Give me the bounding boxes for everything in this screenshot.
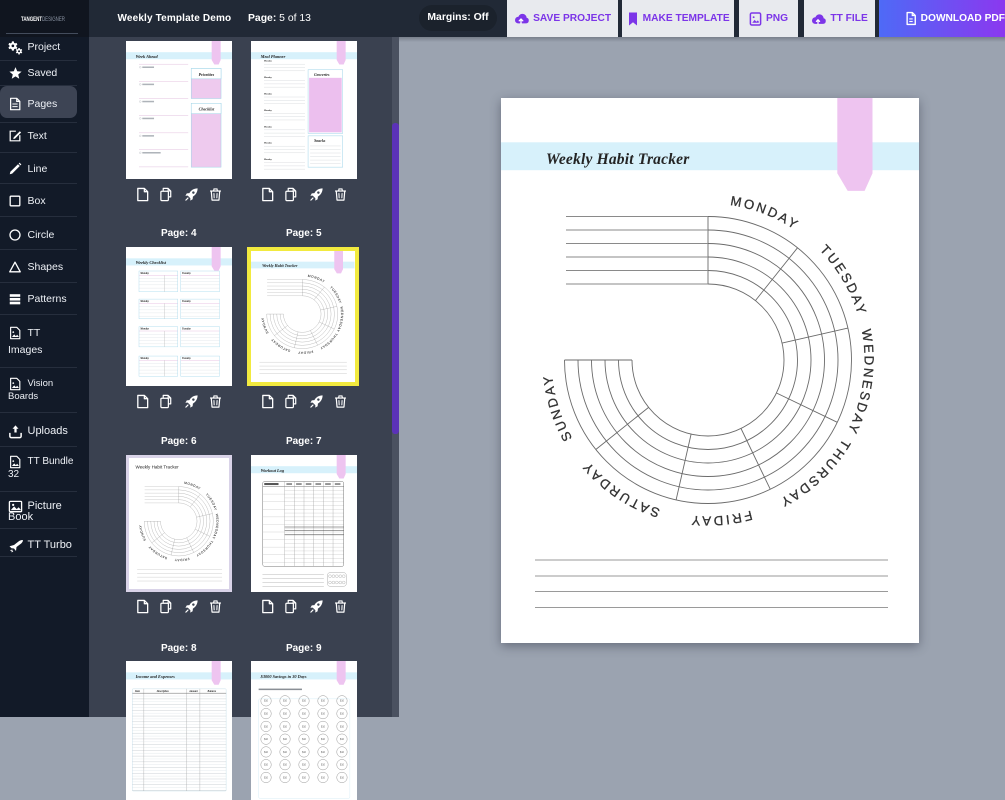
svg-text:$10: $10 — [340, 739, 345, 741]
svg-text:Tuesday: Tuesday — [182, 272, 192, 275]
svg-text:$10: $10 — [283, 777, 288, 779]
svg-text:$10: $10 — [340, 752, 345, 754]
svg-text:$10: $10 — [302, 726, 307, 728]
svg-text:$10: $10 — [264, 714, 269, 716]
svg-text:TANGENTDESIGNER: TANGENTDESIGNER — [21, 16, 65, 23]
svg-text:$3000 Savings in 30 Days: $3000 Savings in 30 Days — [259, 674, 306, 679]
svg-text:$10: $10 — [340, 777, 345, 779]
svg-text:$10: $10 — [321, 777, 326, 779]
svg-text:Tuesday: Tuesday — [182, 328, 192, 331]
svg-text:Monday: Monday — [262, 61, 272, 63]
svg-text:$10: $10 — [321, 765, 326, 767]
svg-text:$10: $10 — [283, 739, 288, 741]
svg-text:Monday: Monday — [262, 143, 272, 145]
svg-text:Amount: Amount — [188, 690, 198, 693]
svg-text:Workout Log: Workout Log — [260, 468, 284, 473]
svg-text:Monday: Monday — [139, 300, 149, 303]
svg-text:$10: $10 — [283, 752, 288, 754]
svg-text:Snacks: Snacks — [314, 139, 326, 143]
svg-text:$10: $10 — [302, 765, 307, 767]
svg-text:$10: $10 — [321, 701, 326, 703]
svg-text:$10: $10 — [302, 752, 307, 754]
svg-text:Monday: Monday — [262, 159, 272, 161]
svg-text:Monday: Monday — [262, 77, 272, 79]
svg-text:Weekly Habit Tracker: Weekly Habit Tracker — [135, 464, 179, 469]
svg-text:Weekly Habit Tracker: Weekly Habit Tracker — [546, 151, 690, 168]
svg-text:$10: $10 — [264, 765, 269, 767]
svg-text:Groceries: Groceries — [314, 73, 330, 77]
svg-text:Weekly Habit Tracker: Weekly Habit Tracker — [263, 264, 299, 268]
svg-text:$10: $10 — [340, 726, 345, 728]
svg-text:Monday: Monday — [262, 93, 272, 95]
svg-text:$10: $10 — [340, 701, 345, 703]
svg-text:Description: Description — [155, 690, 169, 693]
svg-text:Monday: Monday — [262, 110, 272, 112]
svg-text:$10: $10 — [283, 765, 288, 767]
svg-text:$10: $10 — [283, 726, 288, 728]
svg-text:Week Ahead: Week Ahead — [135, 54, 158, 59]
svg-text:Checklist: Checklist — [198, 107, 214, 112]
svg-text:Monday: Monday — [139, 328, 149, 331]
svg-text:Income and Expenses: Income and Expenses — [134, 674, 174, 679]
svg-text:$10: $10 — [302, 777, 307, 779]
svg-text:$10: $10 — [283, 714, 288, 716]
svg-text:$10: $10 — [340, 714, 345, 716]
svg-text:$10: $10 — [264, 739, 269, 741]
svg-text:Tuesday: Tuesday — [182, 357, 192, 360]
svg-text:$10: $10 — [321, 726, 326, 728]
svg-text:Monday: Monday — [139, 272, 149, 275]
svg-text:Priorities: Priorities — [198, 72, 214, 77]
svg-text:Monday: Monday — [139, 357, 149, 360]
svg-text:$10: $10 — [283, 701, 288, 703]
svg-text:$10: $10 — [321, 739, 326, 741]
svg-text:$10: $10 — [321, 714, 326, 716]
svg-text:$10: $10 — [264, 752, 269, 754]
svg-text:$10: $10 — [302, 739, 307, 741]
svg-text:$10: $10 — [264, 726, 269, 728]
svg-text:$10: $10 — [264, 777, 269, 779]
svg-text:Monday: Monday — [262, 126, 272, 128]
svg-text:Weekly Checklist: Weekly Checklist — [135, 260, 166, 265]
svg-text:Tuesday: Tuesday — [182, 300, 192, 303]
svg-text:$10: $10 — [264, 701, 269, 703]
svg-text:$10: $10 — [302, 701, 307, 703]
svg-text:$10: $10 — [321, 752, 326, 754]
svg-text:Date: Date — [133, 690, 140, 693]
svg-text:Meal Planner: Meal Planner — [259, 54, 285, 59]
svg-text:$10: $10 — [340, 765, 345, 767]
svg-text:Balance: Balance — [206, 690, 216, 693]
svg-text:$10: $10 — [302, 714, 307, 716]
